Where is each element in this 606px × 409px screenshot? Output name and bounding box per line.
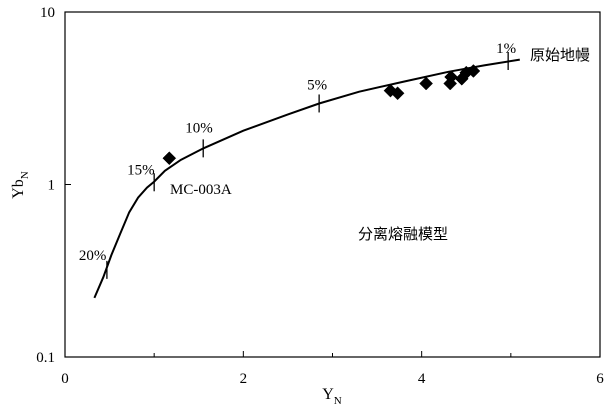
primitive-mantle-label: 原始地幔 [530,46,590,64]
sample-label: MC-003A [170,182,232,198]
x-tick-label: 6 [596,371,604,387]
curve-tick-label: 20% [79,248,107,264]
model-curve [93,58,520,299]
data-point-diamond [162,151,177,166]
x-axis-label-main: Y [322,386,334,403]
melting-degree-ticks: 20% 15% 10% 5% 1% [79,41,516,279]
y-tick-label: 1 [48,178,56,194]
x-tick-label: 0 [61,371,69,387]
x-tick-label: 4 [418,371,426,387]
data-point-diamond [390,86,405,101]
curve-tick-label: 5% [307,77,327,93]
x-tick-label: 2 [240,371,248,387]
y-tick-label: 0.1 [36,350,55,366]
y-axis-label-main: Yb [10,179,27,199]
y-axis-label: YbN [10,171,31,199]
plot-frame [64,11,601,358]
data-point-diamond [444,70,458,84]
curve-tick-label: 1% [496,41,516,57]
x-axis-label-sub: N [334,395,342,407]
x-axis-label: YN [322,386,342,407]
y-tick-label: 10 [40,5,55,21]
x-axis: 0 2 4 6 [61,351,604,387]
y-axis-label-sub: N [19,171,31,179]
y-axis: 0.1 1 10 [36,5,71,366]
data-point-diamond [466,64,481,78]
curve-tick-label: 15% [127,162,154,178]
data-point-diamond [419,76,433,91]
data-points [162,64,481,166]
model-label: 分离熔融模型 [358,225,448,243]
curve-tick-label: 10% [185,120,213,136]
